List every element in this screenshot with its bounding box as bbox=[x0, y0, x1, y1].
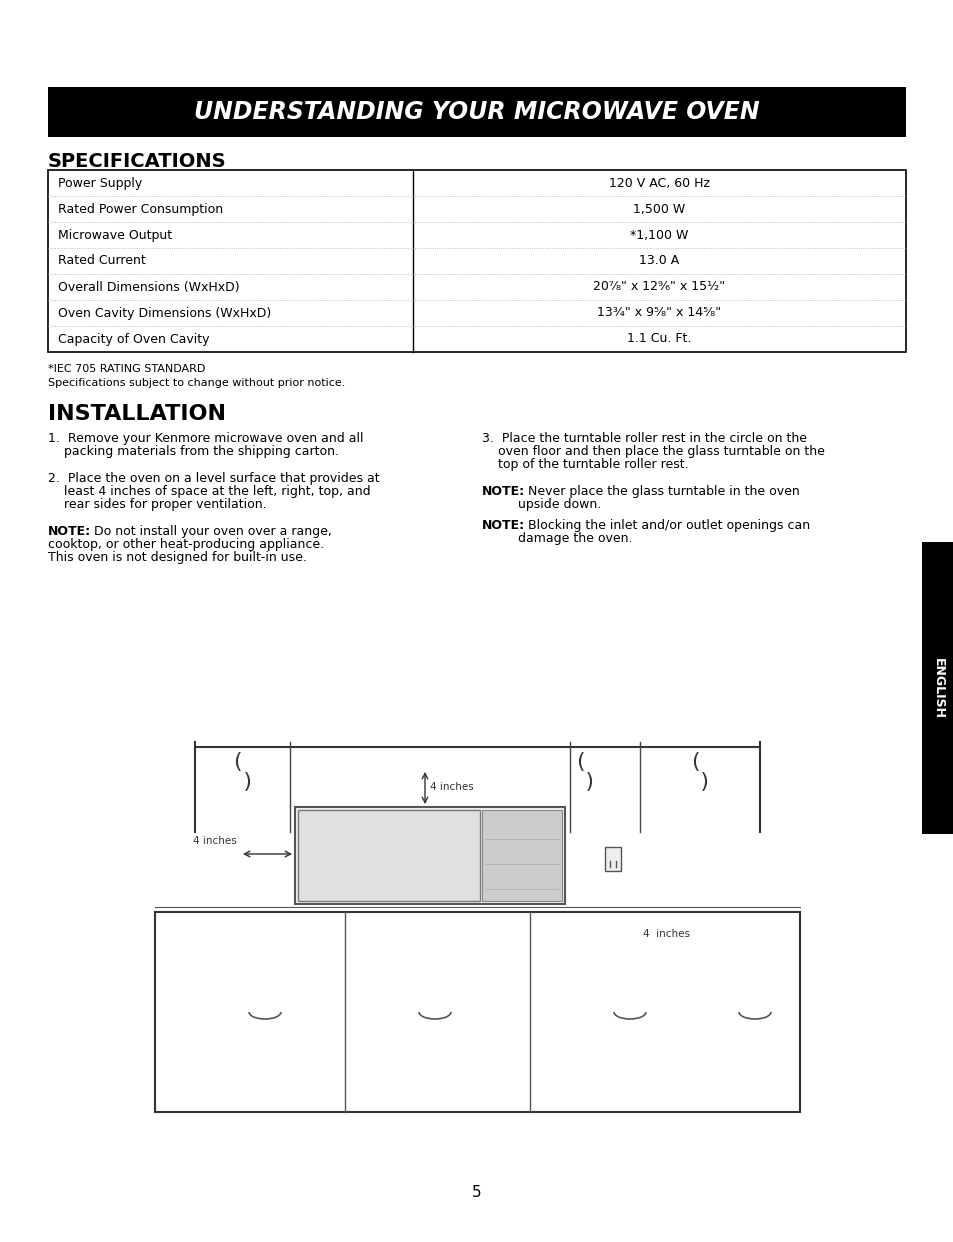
Bar bbox=[297, 810, 479, 900]
Text: upside down.: upside down. bbox=[481, 498, 600, 510]
Text: 1,500 W: 1,500 W bbox=[633, 202, 685, 216]
Text: UNDERSTANDING YOUR MICROWAVE OVEN: UNDERSTANDING YOUR MICROWAVE OVEN bbox=[194, 101, 759, 124]
Text: 4  inches: 4 inches bbox=[642, 929, 689, 939]
Text: NOTE:: NOTE: bbox=[481, 484, 524, 498]
Text: 13³⁄₄" x 9⁵⁄₈" x 14⁵⁄₈": 13³⁄₄" x 9⁵⁄₈" x 14⁵⁄₈" bbox=[597, 307, 720, 319]
Text: INSTALLATION: INSTALLATION bbox=[48, 404, 226, 424]
Text: (: ( bbox=[575, 751, 583, 773]
Text: Microwave Output: Microwave Output bbox=[58, 229, 172, 241]
Text: 20⁷⁄₈" x 12⁹⁄₆" x 15¹⁄₂": 20⁷⁄₈" x 12⁹⁄₆" x 15¹⁄₂" bbox=[593, 281, 725, 293]
Text: damage the oven.: damage the oven. bbox=[481, 532, 632, 545]
Text: NOTE:: NOTE: bbox=[481, 519, 524, 532]
Text: SPECIFICATIONS: SPECIFICATIONS bbox=[48, 152, 227, 171]
Text: 1.  Remove your Kenmore microwave oven and all: 1. Remove your Kenmore microwave oven an… bbox=[48, 432, 363, 445]
Text: Oven Cavity Dimensions (WxHxD): Oven Cavity Dimensions (WxHxD) bbox=[58, 307, 271, 319]
Text: (: ( bbox=[697, 769, 705, 789]
Text: oven floor and then place the glass turntable on the: oven floor and then place the glass turn… bbox=[481, 445, 824, 458]
Text: (: ( bbox=[240, 769, 249, 789]
Text: top of the turntable roller rest.: top of the turntable roller rest. bbox=[481, 458, 688, 471]
Text: 3.  Place the turntable roller rest in the circle on the: 3. Place the turntable roller rest in th… bbox=[481, 432, 806, 445]
Bar bbox=[294, 807, 564, 904]
Text: Power Supply: Power Supply bbox=[58, 176, 142, 190]
Text: 2.  Place the oven on a level surface that provides at: 2. Place the oven on a level surface tha… bbox=[48, 472, 379, 484]
Text: This oven is not designed for built-in use.: This oven is not designed for built-in u… bbox=[48, 551, 307, 564]
Text: ENGLISH: ENGLISH bbox=[930, 657, 943, 719]
Bar bbox=[604, 847, 620, 871]
Text: *IEC 705 RATING STANDARD: *IEC 705 RATING STANDARD bbox=[48, 364, 205, 374]
Text: Rated Power Consumption: Rated Power Consumption bbox=[58, 202, 223, 216]
Text: (: ( bbox=[690, 751, 699, 773]
Bar bbox=[481, 810, 561, 900]
Text: Never place the glass turntable in the oven: Never place the glass turntable in the o… bbox=[523, 484, 799, 498]
Text: 13.0 A: 13.0 A bbox=[639, 255, 679, 267]
Text: Specifications subject to change without prior notice.: Specifications subject to change without… bbox=[48, 378, 345, 388]
Text: 4 inches: 4 inches bbox=[430, 782, 474, 792]
Bar bbox=[48, 87, 905, 137]
Text: 4 inches: 4 inches bbox=[193, 836, 236, 846]
Text: (: ( bbox=[233, 751, 241, 773]
Text: NOTE:: NOTE: bbox=[48, 525, 91, 538]
Text: 120 V AC, 60 Hz: 120 V AC, 60 Hz bbox=[608, 176, 709, 190]
Text: 5: 5 bbox=[472, 1185, 481, 1200]
Text: rear sides for proper ventilation.: rear sides for proper ventilation. bbox=[48, 498, 266, 510]
Bar bbox=[48, 170, 905, 351]
Bar bbox=[921, 542, 953, 833]
Text: Rated Current: Rated Current bbox=[58, 255, 146, 267]
Text: Capacity of Oven Cavity: Capacity of Oven Cavity bbox=[58, 333, 210, 345]
Text: 1.1 Cu. Ft.: 1.1 Cu. Ft. bbox=[627, 333, 691, 345]
Text: Overall Dimensions (WxHxD): Overall Dimensions (WxHxD) bbox=[58, 281, 239, 293]
Text: packing materials from the shipping carton.: packing materials from the shipping cart… bbox=[48, 445, 338, 458]
Text: *1,100 W: *1,100 W bbox=[630, 229, 688, 241]
Text: cooktop, or other heat-producing appliance.: cooktop, or other heat-producing applian… bbox=[48, 538, 324, 551]
Text: (: ( bbox=[582, 769, 591, 789]
Text: Blocking the inlet and/or outlet openings can: Blocking the inlet and/or outlet opening… bbox=[523, 519, 809, 532]
Text: least 4 inches of space at the left, right, top, and: least 4 inches of space at the left, rig… bbox=[48, 484, 370, 498]
Text: Do not install your oven over a range,: Do not install your oven over a range, bbox=[90, 525, 332, 538]
